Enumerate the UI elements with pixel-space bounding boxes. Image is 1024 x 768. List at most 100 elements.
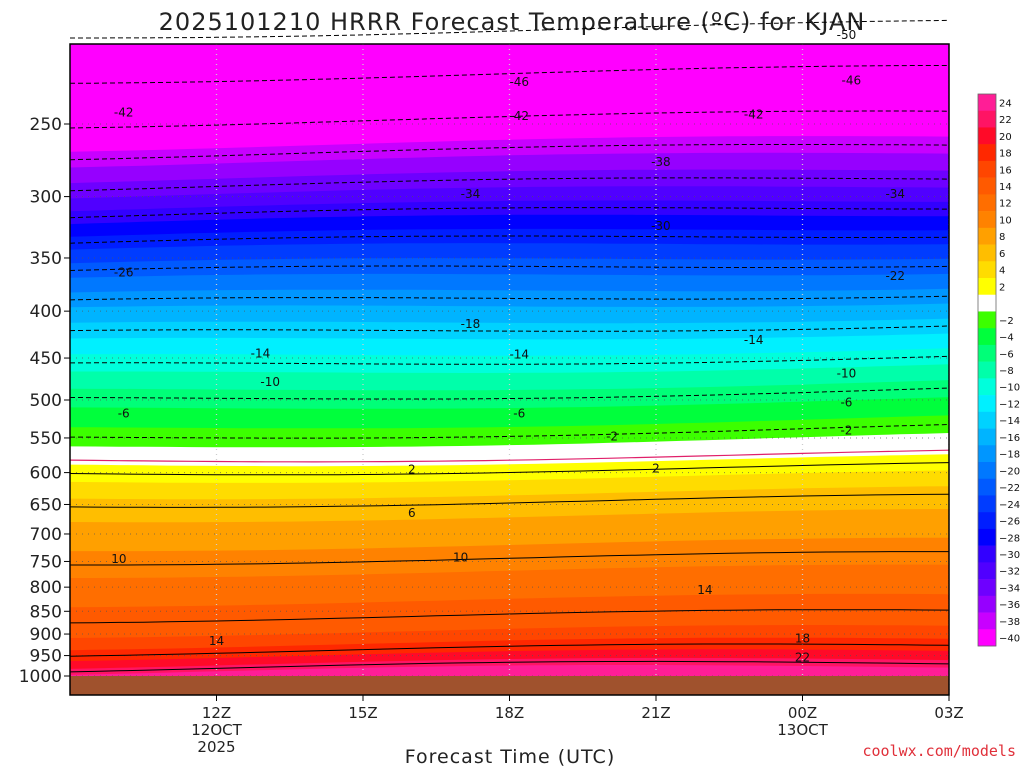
colorbar-swatch [978, 528, 996, 546]
colorbar-label: 14 [999, 182, 1012, 193]
y-tick-label: 650 [30, 495, 62, 515]
x-tick-label: 2025 [197, 738, 235, 756]
colorbar-swatch [978, 445, 996, 463]
contour-label: -2 [840, 424, 852, 438]
colorbar-label: −34 [999, 583, 1020, 594]
contour-labels: -50-46 -46-42 -42 -42-38-34 -34-30-26 -22-18-… [111, 28, 905, 665]
y-tick-label: 250 [30, 115, 62, 135]
isotherm-18 [69, 643, 950, 657]
colorbar-swatch [978, 428, 996, 446]
colorbar-swatch [978, 579, 996, 597]
colorbar-legend: 24 22 20 18 16 14 12 10 8 6 4 2 −2 −4 −6 −8 −10 −12 −14 −16… [977, 93, 1020, 647]
credit-text[interactable]: coolwx.com/models [862, 742, 1016, 760]
colorbar-label: 16 [999, 165, 1012, 176]
colorbar-label: 6 [999, 249, 1005, 260]
colorbar-swatch [978, 261, 996, 279]
isotherm--14 [69, 325, 950, 332]
colorbar-label: −20 [999, 466, 1020, 477]
isotherm--6 [69, 387, 950, 400]
colorbar-swatch [978, 629, 996, 647]
contour-label: -34 [885, 187, 905, 201]
y-tick-label: 350 [30, 249, 62, 269]
y-tick-label: 900 [30, 625, 62, 645]
isotherm-14 [69, 609, 950, 624]
colorbar-label: −38 [999, 617, 1020, 628]
isotherm-2 [69, 462, 950, 476]
colorbar-swatch [978, 110, 996, 128]
colorbar-label: −6 [999, 349, 1014, 360]
colorbar-frame [977, 93, 997, 647]
colorbar-swatch [978, 177, 996, 195]
colorbar-label: 24 [999, 98, 1012, 109]
contour-label: -6 [840, 395, 852, 409]
y-tick-label: 450 [30, 349, 62, 369]
colorbar-swatch [978, 395, 996, 413]
colorbar-label: −16 [999, 433, 1020, 444]
colorbar-swatch [978, 512, 996, 530]
isotherm--34 [69, 177, 950, 192]
colorbar-label: 10 [999, 215, 1012, 226]
colorbar-swatch [978, 562, 996, 580]
contour-label: -26 [114, 265, 134, 279]
colorbar-swatch [978, 595, 996, 613]
colorbar-label: −28 [999, 533, 1020, 544]
isotherm-22 [69, 660, 950, 673]
isotherm--30 [69, 207, 950, 219]
contour-label: -50 [837, 28, 857, 42]
x-tick-label: 03Z [934, 704, 963, 722]
contour-label: -42 [744, 107, 764, 121]
freezing-line [69, 449, 950, 463]
isotherm-6 [69, 493, 950, 508]
colorbar-label: −40 [999, 634, 1020, 645]
contour-label: -6 [118, 406, 130, 420]
ground-surface [70, 676, 949, 695]
colorbar-swatch [978, 344, 996, 362]
isotherm--10 [69, 355, 950, 365]
colorbar-label: −30 [999, 550, 1020, 561]
y-tick-label: 400 [30, 302, 62, 322]
colorbar-label: 20 [999, 132, 1012, 143]
isotherm--42 [69, 110, 950, 129]
colorbar-swatch [978, 495, 996, 513]
contour-label: -14 [251, 347, 271, 361]
colorbar-label: −14 [999, 416, 1020, 427]
colorbar-label: −22 [999, 483, 1020, 494]
x-tick-label: 00Z [788, 704, 817, 722]
colorbar-swatch [978, 328, 996, 346]
colorbar-swatch [978, 294, 996, 312]
contour-label: 2 [408, 462, 416, 476]
colorbar-swatch [978, 194, 996, 212]
contour-label: 2 [652, 462, 660, 476]
colorbar-swatch [978, 278, 996, 296]
x-tick-label: 12OCT [191, 721, 242, 739]
colorbar-swatch [978, 211, 996, 229]
contour-label: -38 [651, 155, 671, 169]
x-tick-label: 13OCT [777, 721, 828, 739]
colorbar-swatch [978, 462, 996, 480]
contour-label: -18 [461, 317, 481, 331]
contour-label: -46 [842, 73, 862, 87]
x-tick-label: 15Z [348, 704, 377, 722]
grid-lines [70, 44, 950, 695]
colorbar-label: −36 [999, 600, 1020, 611]
isotherm--2 [69, 424, 950, 439]
colorbar-swatch [978, 411, 996, 429]
x-tick-label: 21Z [641, 704, 670, 722]
colorbar-label: 4 [999, 266, 1005, 277]
colorbar-swatch [978, 311, 996, 329]
isotherm--26 [69, 235, 950, 244]
isotherm--22 [69, 265, 950, 271]
isotherm--38 [69, 144, 950, 161]
y-tick-label: 500 [30, 391, 62, 411]
contour-label: 22 [795, 651, 810, 665]
colorbar-swatch [978, 144, 996, 162]
colorbar-swatch [978, 545, 996, 563]
isotherm--46 [69, 65, 949, 84]
contour-label: 14 [209, 634, 224, 648]
colorbar-label: −18 [999, 450, 1020, 461]
colorbar-label: 2 [999, 282, 1005, 293]
colorbar-swatch [978, 378, 996, 396]
x-tick-label: 12Z [202, 704, 231, 722]
colorbar-label: 8 [999, 232, 1005, 243]
